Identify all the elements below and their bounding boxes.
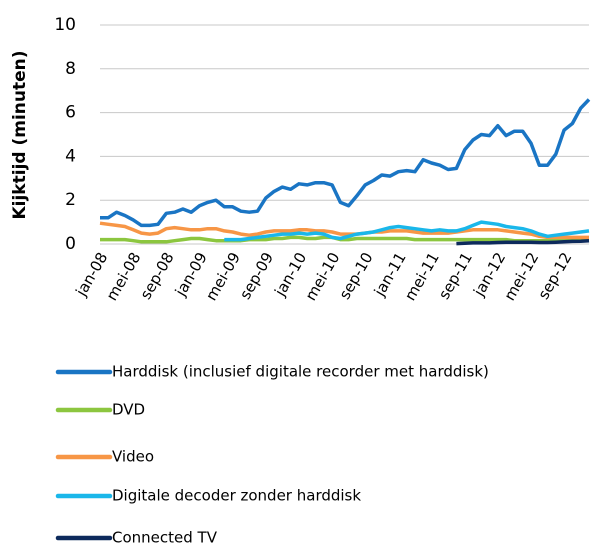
y-axis-label: Kijktijd (minuten) bbox=[10, 50, 30, 219]
legend-label: Digitale decoder zonder harddisk bbox=[112, 487, 361, 505]
series-line bbox=[224, 220, 590, 242]
series-line bbox=[100, 98, 591, 228]
y-tick-label: 4 bbox=[65, 146, 76, 166]
y-tick-label: 10 bbox=[54, 15, 76, 35]
y-tick-label: 6 bbox=[65, 103, 76, 123]
legend-label: DVD bbox=[112, 401, 145, 419]
y-tick-label: 2 bbox=[65, 190, 76, 210]
y-tick-label: 0 bbox=[65, 234, 76, 254]
legend-label: Harddisk (inclusief digitale recorder me… bbox=[112, 363, 489, 381]
series-line bbox=[99, 221, 589, 240]
legend-label: Video bbox=[112, 448, 154, 466]
y-tick-label: 8 bbox=[65, 59, 76, 79]
legend-label: Connected TV bbox=[112, 529, 218, 547]
series-line bbox=[100, 235, 589, 244]
series-line bbox=[456, 238, 590, 246]
